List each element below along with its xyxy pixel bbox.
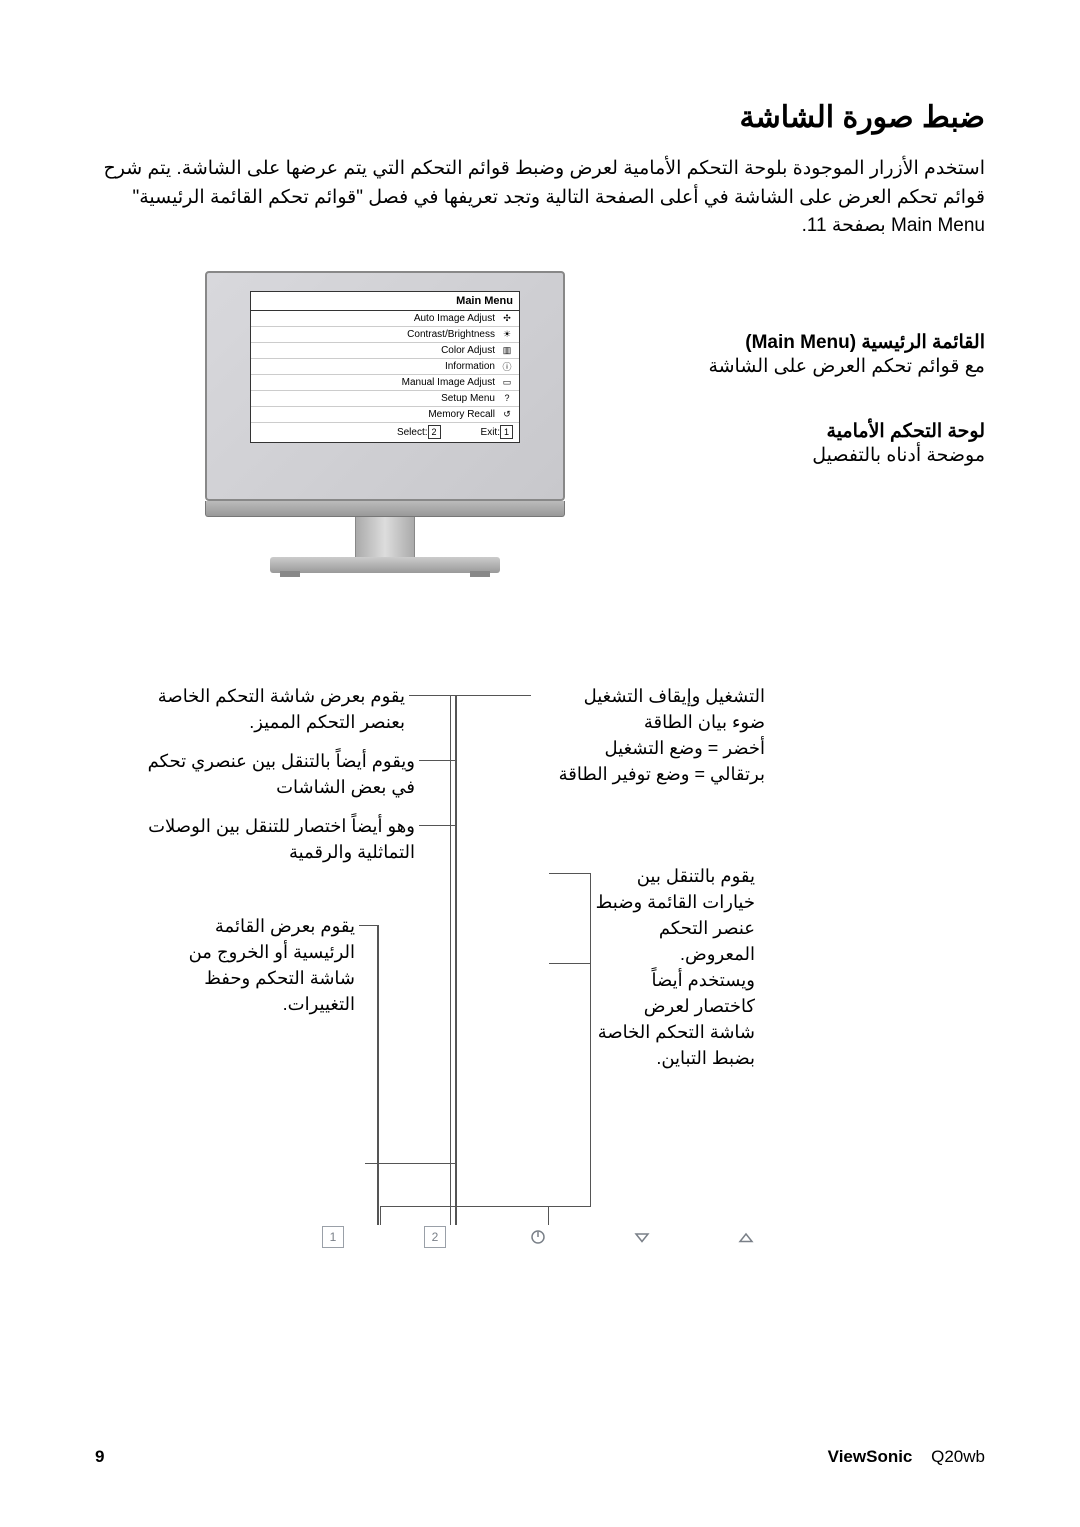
color-icon: ▥ (501, 345, 513, 355)
up-callout-2: ويقوم أيضاً بالتنقل بين عنصري تحكم في بع… (135, 748, 415, 800)
auto-adjust-icon: ✣ (501, 313, 513, 323)
mid-illustration: القائمة الرئيسية (Main Menu) مع قوائم تح… (95, 271, 985, 573)
power-button-icon[interactable] (526, 1225, 550, 1249)
power-callout: التشغيل وإيقاف التشغيلضوء بيان الطاقةأخض… (535, 683, 765, 787)
btn1-callout: يقوم بعرض القائمة الرئيسية أو الخروج من … (175, 913, 355, 1017)
page-number: 9 (95, 1447, 104, 1467)
osd-select-btn: 2 (428, 425, 441, 439)
osd-exit-btn: 1 (500, 425, 513, 439)
osd-menu: Main Menu ✣Auto Image Adjust ☀Contrast/B… (250, 291, 520, 443)
main-menu-title: القائمة الرئيسية (Main Menu) (625, 331, 985, 354)
button-2[interactable]: 2 (424, 1226, 446, 1248)
page-title: ضبط صورة الشاشة (95, 100, 985, 135)
manual-icon: ▭ (501, 377, 513, 387)
button-1[interactable]: 1 (322, 1226, 344, 1248)
down-callout: يقوم بالتنقل بين خيارات القائمة وضبط عنص… (595, 863, 755, 1072)
intro-text: استخدم الأزرار الموجودة بلوحة التحكم الأ… (95, 155, 985, 241)
button-diagram: التشغيل وإيقاف التشغيلضوء بيان الطاقةأخض… (95, 683, 985, 1253)
osd-item: ▥Color Adjust (251, 343, 519, 359)
front-panel-callout: لوحة التحكم الأمامية موضحة أدناه بالتفصي… (625, 420, 985, 470)
osd-item: ⓘInformation (251, 359, 519, 375)
osd-item: ?Setup Menu (251, 391, 519, 407)
monitor-icon: Main Menu ✣Auto Image Adjust ☀Contrast/B… (205, 271, 565, 573)
osd-item: ✣Auto Image Adjust (251, 311, 519, 327)
panel-sub: موضحة أدناه بالتفصيل (625, 443, 985, 470)
up-callout-3: وهو أيضاً اختصار للتنقل بين الوصلات التم… (135, 813, 415, 865)
osd-item: ↺Memory Recall (251, 407, 519, 423)
model-name: Q20wb (931, 1447, 985, 1466)
osd-title: Main Menu (251, 292, 519, 311)
main-menu-callout: القائمة الرئيسية (Main Menu) مع قوائم تح… (625, 331, 985, 381)
main-menu-sub: مع قوائم تحكم العرض على الشاشة (625, 354, 985, 381)
osd-item: ▭Manual Image Adjust (251, 375, 519, 391)
info-icon: ⓘ (501, 361, 513, 371)
up-callout-1: يقوم بعرض شاشة التحكم الخاصة بعنصر التحك… (135, 683, 405, 735)
setup-icon: ? (501, 393, 513, 403)
control-button-row: 1 2 (95, 1225, 985, 1249)
recall-icon: ↺ (501, 409, 513, 419)
contrast-icon: ☀ (501, 329, 513, 339)
page-footer: 9 ViewSonic Q20wb (95, 1447, 985, 1467)
brand-name: ViewSonic (828, 1447, 913, 1466)
osd-item: ☀Contrast/Brightness (251, 327, 519, 343)
down-arrow-icon[interactable] (630, 1225, 654, 1249)
panel-title: لوحة التحكم الأمامية (625, 420, 985, 443)
up-arrow-icon[interactable] (734, 1225, 758, 1249)
